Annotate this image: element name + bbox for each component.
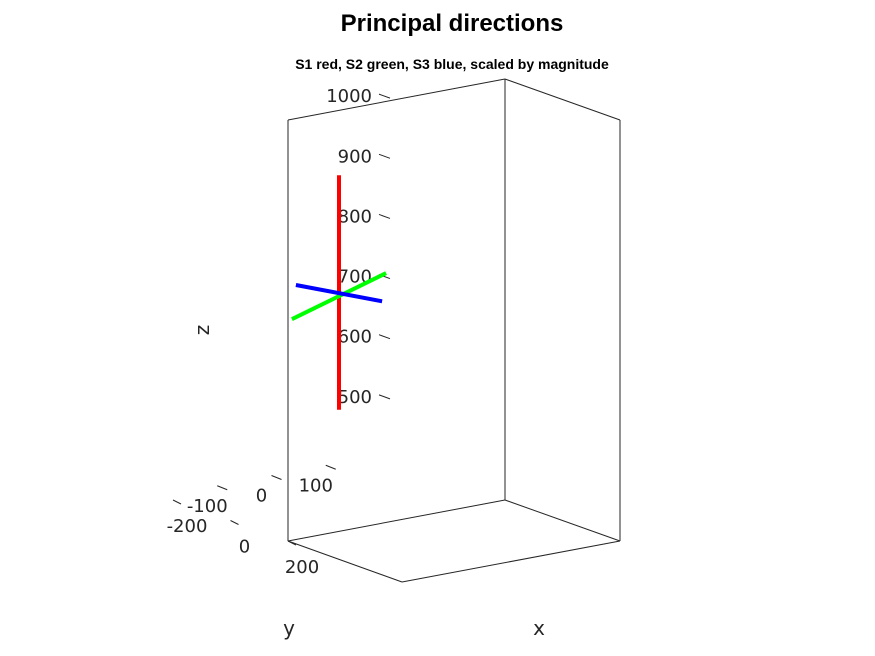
z-tick [378,394,391,400]
z-tick [378,213,391,219]
z-tick [378,93,391,99]
principal-direction-s3 [295,283,383,304]
principal-direction-s2 [291,271,387,321]
y-tick-label: 100 [299,475,333,496]
x-tick-label: -200 [167,516,208,537]
x-axis-label: x [533,616,545,640]
chart-subtitle: S1 red, S2 green, S3 blue, scaled by mag… [295,56,609,72]
y-tick [271,475,282,480]
x-tick [172,499,182,505]
z-tick [378,153,391,159]
z-tick-label: 1000 [326,86,372,107]
box-edge [287,499,506,542]
y-tick [325,464,336,470]
x-tick [230,520,239,525]
axes-box [287,78,621,583]
y-tick-label: -100 [187,496,228,517]
box-edge [287,78,506,121]
x-tick-label: 0 [239,537,250,558]
y-axis-label: y [283,616,295,640]
x-tick-label: 200 [285,557,319,578]
z-tick-label: 800 [338,206,372,227]
box-edge [401,540,621,583]
z-tick [378,334,391,340]
y-tick [217,485,228,491]
series-layer [291,175,387,410]
x-tick [287,540,297,546]
box-edge [504,78,621,121]
z-tick-label: 900 [338,146,372,167]
z-tick-label: 600 [338,327,372,348]
z-tick-label: 500 [338,387,372,408]
y-tick-label: 0 [256,486,267,507]
box-edge [504,499,621,542]
z-axis-label: z [190,325,214,336]
chart-title: Principal directions [341,10,564,37]
axis-ticks [172,93,391,546]
box-edge [287,540,403,583]
